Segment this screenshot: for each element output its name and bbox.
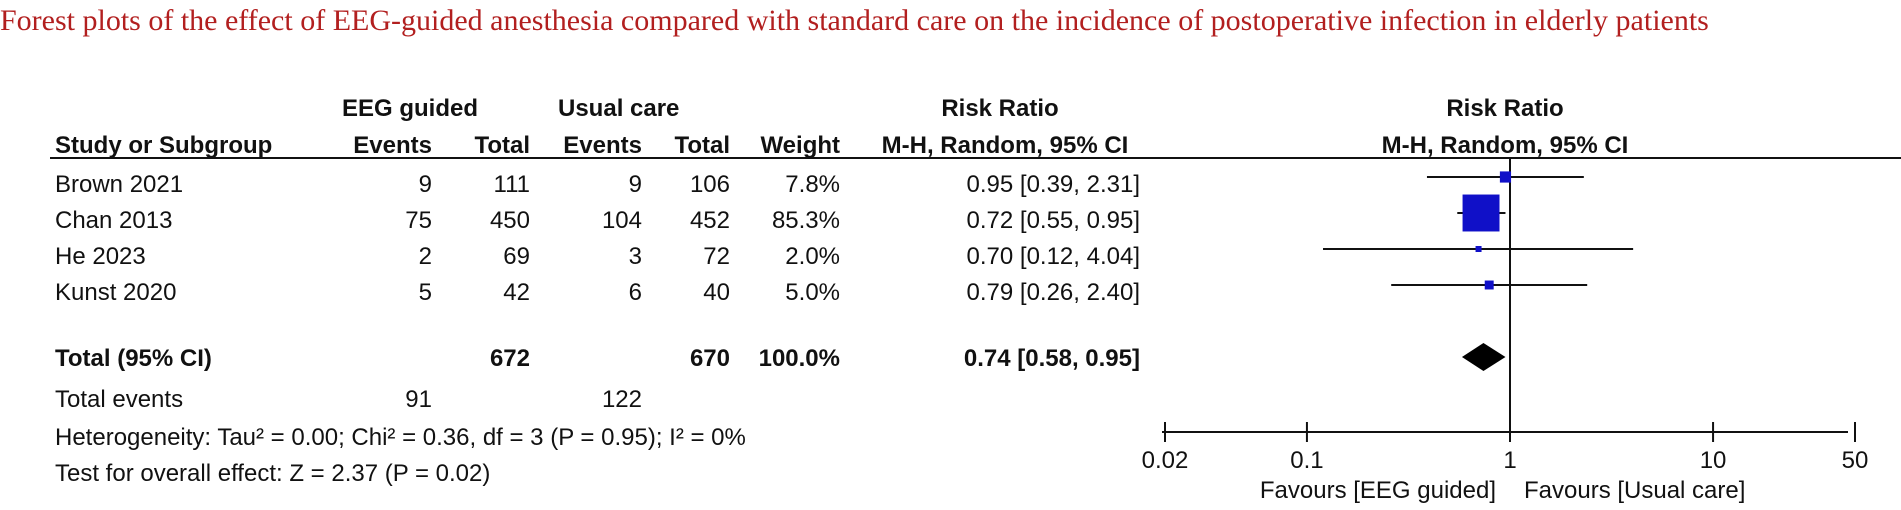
- overall-effect-text: Test for overall effect: Z = 2.37 (P = 0…: [55, 460, 491, 487]
- weight-cell: 7.8%: [785, 171, 840, 198]
- col-header-total1: Total: [474, 132, 530, 159]
- header-rule: [50, 157, 1901, 159]
- study-name: He 2023: [55, 243, 146, 270]
- events2-cell: 3: [628, 243, 642, 270]
- total-weight-cell: 100.0%: [758, 345, 840, 372]
- total1-cell: 69: [503, 243, 530, 270]
- total1-cell: 450: [489, 207, 530, 234]
- x-tick-label: 0.1: [1290, 447, 1323, 474]
- ci-cell: 0.79 [0.26, 2.40]: [966, 279, 1140, 306]
- col-header-weight: Weight: [760, 132, 840, 159]
- weight-cell: 85.3%: [771, 207, 840, 234]
- ci-cell: 0.72 [0.55, 0.95]: [966, 207, 1140, 234]
- events1-cell: 9: [418, 171, 432, 198]
- events2-cell: 104: [601, 207, 642, 234]
- group2-header: Usual care: [558, 95, 680, 122]
- study-box: [1475, 246, 1482, 252]
- rr-header-left: Risk Ratio: [941, 95, 1059, 122]
- favours-left-label: Favours [EEG guided]: [1260, 477, 1496, 504]
- x-tick-label: 1: [1503, 447, 1516, 474]
- total1-cell: 672: [489, 345, 530, 372]
- ci-cell: 0.95 [0.39, 2.31]: [966, 171, 1140, 198]
- pooled-diamond: [1461, 343, 1506, 371]
- rr-header-right: Risk Ratio: [1446, 95, 1564, 122]
- study-name: Kunst 2020: [55, 279, 177, 306]
- heterogeneity-text: Heterogeneity: Tau² = 0.00; Chi² = 0.36,…: [55, 424, 746, 451]
- col-header-total2: Total: [674, 132, 730, 159]
- study-box: [1462, 194, 1500, 232]
- figure-title: Forest plots of the effect of EEG-guided…: [0, 4, 1709, 37]
- col-header-events2: Events: [563, 132, 642, 159]
- total-label: Total (95% CI): [55, 345, 212, 372]
- col-header-study: Study or Subgroup: [55, 132, 273, 159]
- favours-right-label: Favours [Usual care]: [1524, 477, 1745, 504]
- col-header-method: M-H, Random, 95% CI: [881, 132, 1129, 159]
- study-box: [1484, 280, 1494, 290]
- events1-cell: 75: [405, 207, 432, 234]
- group1-header: EEG guided: [342, 95, 479, 122]
- study-name: Brown 2021: [55, 171, 184, 198]
- events1-cell: 2: [418, 243, 432, 270]
- total2-cell: 72: [703, 243, 730, 270]
- col-header-method-right: M-H, Random, 95% CI: [1381, 132, 1629, 159]
- col-header-events1: Events: [353, 132, 432, 159]
- study-name: Chan 2013: [55, 207, 173, 234]
- total2-cell: 106: [689, 171, 730, 198]
- total-events1-cell: 91: [405, 386, 432, 413]
- weight-cell: 2.0%: [785, 243, 840, 270]
- total1-cell: 42: [503, 279, 530, 306]
- study-box: [1499, 171, 1512, 183]
- total-ci-cell: 0.74 [0.58, 0.95]: [963, 345, 1140, 372]
- events1-cell: 5: [418, 279, 432, 306]
- total2-cell: 670: [689, 345, 730, 372]
- total2-cell: 40: [703, 279, 730, 306]
- events2-cell: 6: [628, 279, 642, 306]
- total-events2-cell: 122: [601, 386, 642, 413]
- x-tick-label: 50: [1842, 447, 1869, 474]
- events2-cell: 9: [628, 171, 642, 198]
- ci-cell: 0.70 [0.12, 4.04]: [966, 243, 1140, 270]
- total-events-label: Total events: [55, 386, 184, 413]
- total2-cell: 452: [689, 207, 730, 234]
- weight-cell: 5.0%: [785, 279, 840, 306]
- x-tick-label: 0.02: [1142, 447, 1189, 474]
- total1-cell: 111: [493, 171, 530, 198]
- x-tick-label: 10: [1700, 447, 1727, 474]
